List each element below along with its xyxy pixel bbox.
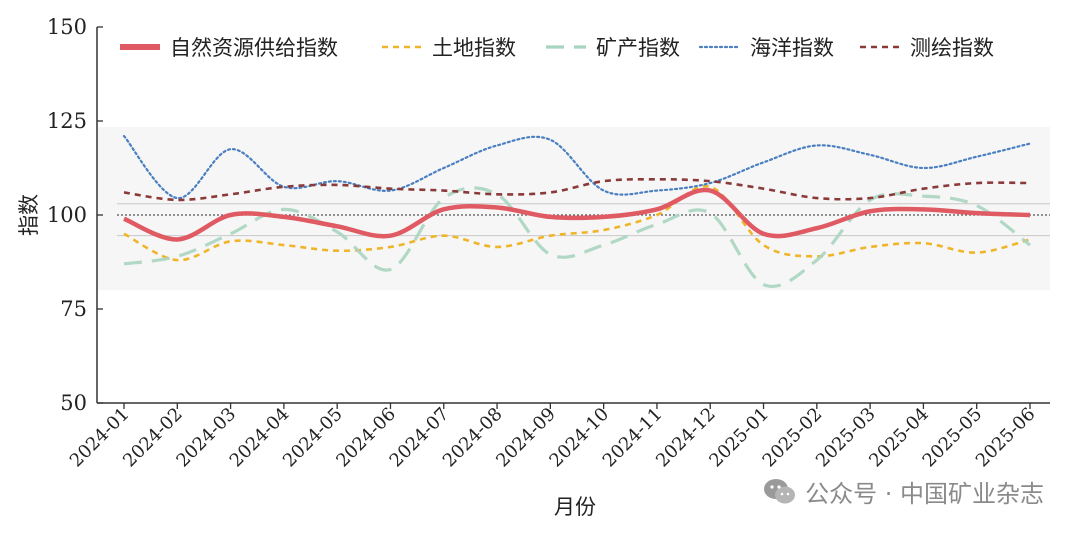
y-tick-label: 150 [47,15,87,39]
y-axis-title: 指数 [17,194,41,236]
legend-label: 测绘指数 [910,36,994,60]
wechat-icon [764,478,796,503]
legend-label: 土地指数 [432,36,516,60]
legend-label: 自然资源供给指数 [170,36,338,60]
y-tick-label: 125 [47,109,87,133]
y-tick-label: 100 [47,203,87,227]
series-line-0 [123,187,1031,242]
series-line-4 [123,177,1031,202]
legend: 自然资源供给指数 土地指数 矿产指数 海洋指数 测绘指数 [120,36,994,60]
y-tick-label: 75 [60,297,87,321]
legend-label: 海洋指数 [750,36,834,60]
x-axis-title: 月份 [554,495,596,519]
watermark: 公众号 · 中国矿业杂志 [763,474,1044,509]
series-line-2 [123,186,1031,288]
watermark-text: 公众号 · 中国矿业杂志 [805,480,1044,508]
series-line-1 [123,184,1031,262]
series-lines [122,134,1032,288]
y-tick-label: 50 [60,391,87,415]
reference-band [117,203,1050,237]
legend-label: 矿产指数 [596,36,680,60]
x-tick-label: 2025-06 [972,404,1040,472]
